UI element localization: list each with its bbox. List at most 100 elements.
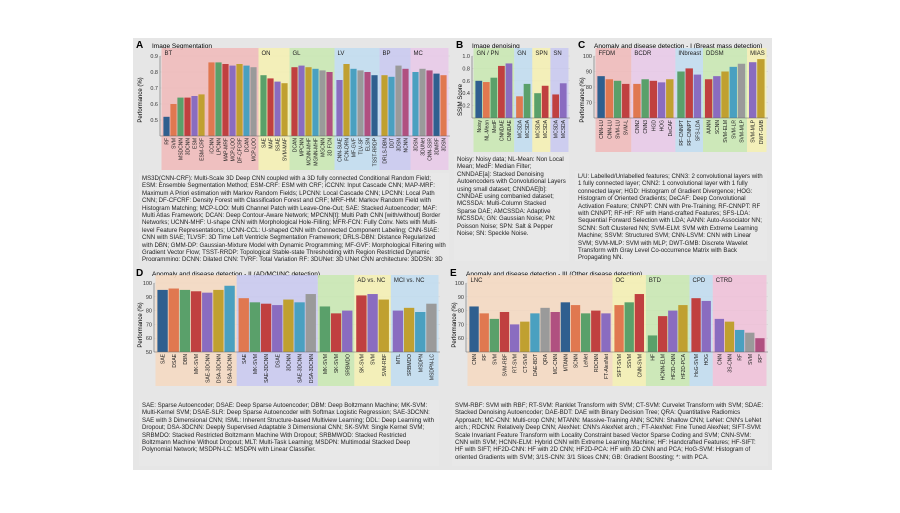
bar <box>624 302 634 352</box>
bar <box>666 79 674 118</box>
bar <box>426 303 437 352</box>
bar <box>440 75 447 136</box>
bar <box>343 64 350 136</box>
bar <box>168 288 179 352</box>
panel-a-title: Image Segmentation <box>152 43 212 50</box>
x-tick-label: DBN <box>183 354 189 365</box>
x-tick-label: FT-AlexNet <box>604 353 610 379</box>
x-tick-label: SVM <box>371 354 377 365</box>
x-tick-label: DAE-BDT <box>533 354 539 376</box>
x-tick-label: HoG-SVM <box>694 354 700 377</box>
panel-a-ylabel: Performance (%) <box>138 77 144 122</box>
x-tick-label: MCSDA <box>561 119 567 138</box>
bar <box>283 299 294 352</box>
bar <box>272 305 283 352</box>
panel-e-caption: SVM-RBF: SVM with RBF; RT-SVM: Ranklet T… <box>452 400 768 466</box>
bar <box>668 310 678 352</box>
bar <box>157 289 168 352</box>
bar <box>378 299 389 352</box>
x-tick-label: ESM-CRF <box>200 138 206 161</box>
y-tick-label: 0.2 <box>462 104 470 110</box>
x-tick-label: NL-Mean <box>484 120 490 141</box>
x-tick-label: DSAE <box>172 353 178 367</box>
x-tick-label: MAF <box>269 138 275 149</box>
group-band <box>532 48 551 152</box>
panel-d: D Anomaly and disease detection - II (AD… <box>136 268 440 386</box>
panel-a-letter: A <box>136 40 143 51</box>
group-label: LNC <box>471 278 484 284</box>
bar <box>530 313 540 352</box>
bar <box>222 64 229 136</box>
bar <box>729 66 737 118</box>
x-tick-label: ESM <box>193 138 199 149</box>
bar <box>403 307 415 352</box>
y-tick-label: 70 <box>146 322 152 328</box>
x-tick-label: MGNN-MHF <box>314 138 320 166</box>
group-band <box>514 48 533 152</box>
bar <box>319 70 326 136</box>
bar <box>312 68 319 136</box>
x-tick-label: HOG <box>660 120 666 132</box>
panel-c-title: Anomaly and disease detection - I (Breas… <box>594 43 762 50</box>
group-label: BT <box>165 51 173 57</box>
x-tick-label: MCSDA <box>536 119 542 138</box>
y-tick-label: 1.0 <box>462 54 470 60</box>
y-tick-label: 0.5 <box>150 118 158 124</box>
bar <box>433 73 440 136</box>
bar <box>190 291 202 352</box>
x-tick-label: MCSDA <box>525 119 531 138</box>
group-label: INbreast <box>678 51 701 57</box>
x-tick-label: SAE-3DCNN <box>264 354 270 383</box>
bar <box>163 116 170 136</box>
panel-d-ylabel: Performance (%) <box>138 302 144 347</box>
x-tick-label: RDCNN <box>594 354 600 372</box>
panel-b-caption: Noisy: Noisy data; NL-Mean: Non Local Me… <box>454 154 569 261</box>
x-tick-label: SIFT-SVM <box>617 354 623 377</box>
bar <box>613 80 622 118</box>
x-tick-label: CNN <box>717 354 723 365</box>
x-tick-label: SVM-ELM <box>723 120 729 143</box>
x-tick-label: SFS-LDA <box>695 119 701 141</box>
group-label: GN <box>517 51 526 57</box>
panel-b: B Image denoising SSIM Score 0.2 0.4 0.6 0.… <box>456 40 570 152</box>
x-tick-label: SVM <box>492 354 498 365</box>
x-tick-label: RF-CNNPT <box>679 120 685 146</box>
bar <box>499 311 510 352</box>
bar <box>757 59 765 118</box>
bar <box>191 96 198 136</box>
bar <box>170 104 177 136</box>
panel-c-letter: C <box>578 40 585 51</box>
x-tick-label: MSDPN-LC <box>429 354 435 381</box>
bar <box>342 310 353 352</box>
x-tick-label: MedF <box>492 120 498 133</box>
x-tick-label: RF <box>165 138 171 145</box>
panel-c: C Anomaly and disease detection - I (Bre… <box>578 40 768 152</box>
x-tick-label: DSA-3DCNN <box>228 354 234 384</box>
bar <box>224 285 235 352</box>
group-band <box>467 275 613 386</box>
bar <box>540 307 550 352</box>
group-label: CTRD <box>716 278 733 284</box>
bar <box>294 302 305 352</box>
bar <box>305 67 312 136</box>
x-tick-label: CNN <box>472 354 478 365</box>
bar <box>701 300 711 352</box>
y-tick-label: 0.6 <box>150 102 158 108</box>
x-tick-label: FCN-DRN <box>345 138 351 161</box>
group-label: BTD <box>649 278 662 284</box>
x-tick-label: DeCAF <box>668 120 674 136</box>
y-tick-label: 50 <box>146 350 152 356</box>
bar <box>498 65 505 118</box>
bar <box>395 65 402 136</box>
x-tick-label: HF2D-PCA <box>681 353 687 379</box>
x-tick-label: CNN2 <box>635 120 641 134</box>
x-tick-label: SAE-3DCNN <box>205 354 211 383</box>
bar <box>737 63 746 118</box>
bar <box>469 306 479 352</box>
panel-d-plot: 50 60 70 80 90 100 SAE DSAE DBN MK-SVM SAE-3DCNN DS… <box>143 275 440 386</box>
bar <box>534 93 541 118</box>
y-tick-label: 90 <box>146 295 152 301</box>
bar <box>326 72 333 136</box>
bar <box>392 310 404 352</box>
